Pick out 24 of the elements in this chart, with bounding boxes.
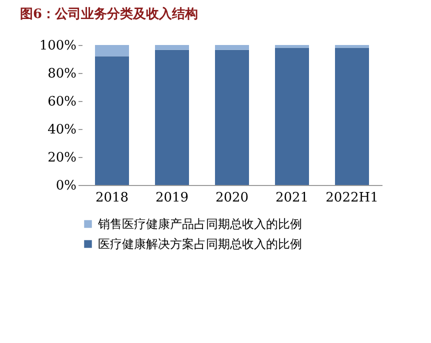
bar [155,45,189,50]
y-tick-label: 60% [48,94,76,110]
x-tick-label: 2021 [275,190,309,206]
legend-label: 医疗健康解决方案占同期总收入的比例 [98,237,302,251]
bar [215,50,249,185]
y-tick-label: 20% [48,150,76,166]
y-tick-label: 40% [48,122,76,138]
bar [95,56,129,185]
y-tick-label: 80% [48,66,76,82]
bar [335,48,369,185]
x-tick-label: 2018 [95,190,129,206]
bar [215,45,249,50]
x-tick-label: 2020 [215,190,249,206]
bar [155,50,189,185]
bar [95,45,129,56]
bar [335,45,369,48]
y-tick-label: 100% [39,38,76,54]
y-tick-label: 0% [56,178,76,194]
bar [275,48,309,185]
legend-label: 销售医疗健康产品占同期总收入的比例 [97,217,302,231]
chart-title: 图6：公司业务分类及收入结构 [20,6,198,22]
bar [275,45,309,48]
x-tick-label: 2022H1 [326,190,378,206]
x-tick-label: 2019 [155,190,189,206]
